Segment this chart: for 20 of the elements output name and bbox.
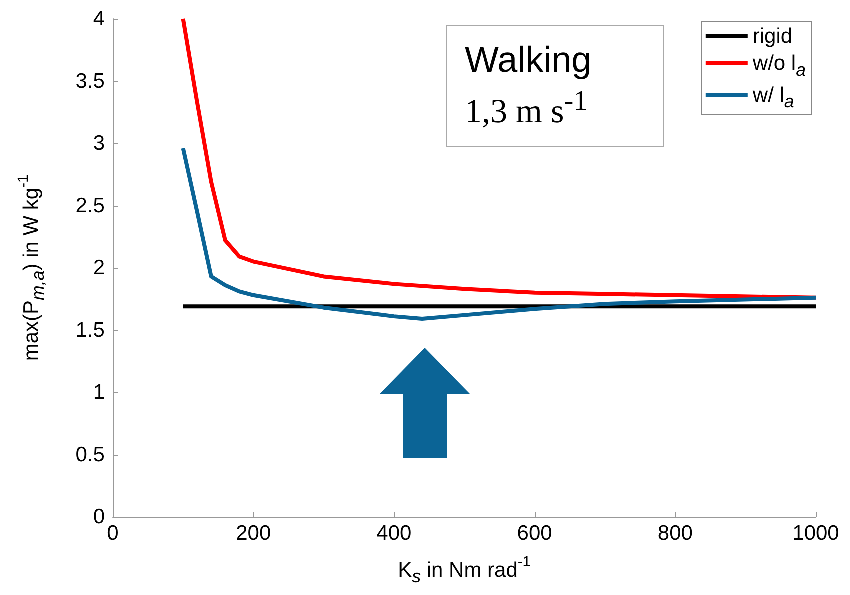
y-tick-label: 0.5 (76, 443, 105, 466)
y-tick-label: 0 (93, 506, 105, 528)
legend-label: rigid (752, 25, 793, 48)
y-tick-label: 2.5 (76, 194, 105, 218)
x-tick-label: 800 (658, 522, 693, 545)
y-tick-label: 3 (93, 132, 105, 155)
x-tick-label: 0 (107, 522, 119, 545)
annotation: Walking (465, 39, 593, 80)
line-series (181, 146, 818, 322)
y-tick-label: 2 (93, 256, 105, 280)
x-tick-label: 200 (236, 522, 272, 545)
x-tick-label: 1000 (792, 522, 840, 545)
x-tick-label: 400 (376, 522, 412, 545)
y-tick-label: 1 (93, 381, 105, 404)
annotation: 1,3 m s$^{-1}$ (465, 85, 589, 132)
x-tick-label: 600 (517, 522, 552, 545)
y-tick-label: 1.5 (76, 318, 105, 342)
y-tick-label: 3.5 (76, 70, 105, 93)
y-axis-title: max(Pm,a) in W kg-1 (16, 174, 48, 362)
y-tick-label: 4 (93, 8, 106, 30)
